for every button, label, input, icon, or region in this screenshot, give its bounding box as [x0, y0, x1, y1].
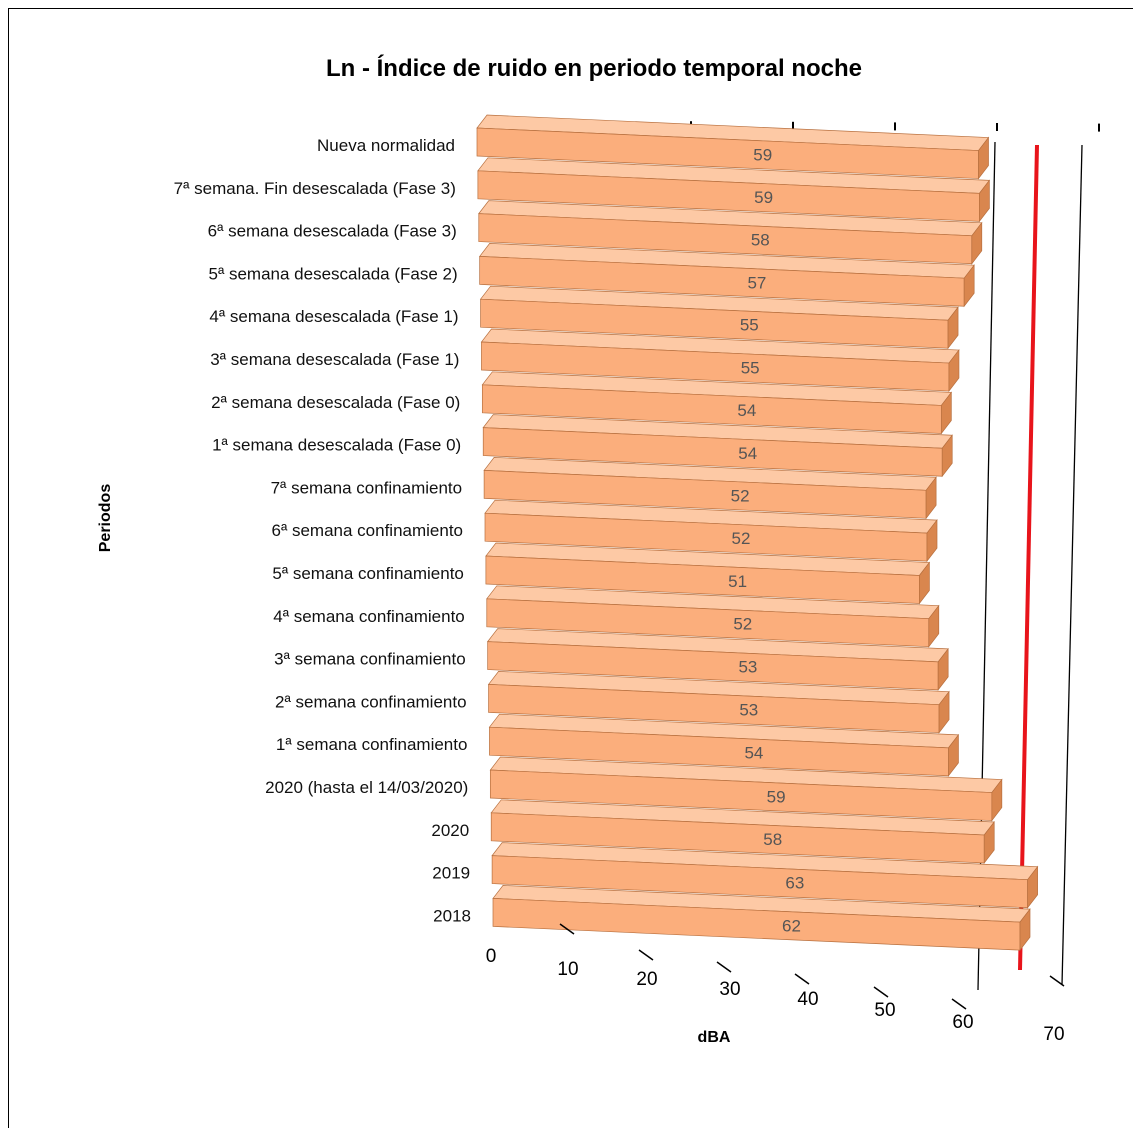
bar-side	[991, 778, 1003, 822]
data-label: 62	[782, 916, 801, 935]
category-label: 2020 (hasta el 14/03/2020)	[265, 778, 468, 797]
x-tick-mark	[873, 986, 889, 998]
x-tick-mark	[716, 961, 732, 973]
gridline-70	[1061, 144, 1083, 986]
bar-side	[938, 690, 950, 734]
bar-side	[937, 647, 949, 691]
category-label: 3ª semana desescalada (Fase 1)	[210, 350, 459, 369]
bar-side	[925, 476, 937, 520]
data-label: 55	[740, 316, 759, 335]
category-label: 4ª semana desescalada (Fase 1)	[209, 307, 458, 326]
data-label: 54	[744, 744, 763, 763]
category-label: 5ª semana confinamiento	[272, 564, 464, 583]
reference-line	[1018, 144, 1039, 971]
x-tick-mark	[638, 949, 654, 961]
category-label: 2018	[433, 906, 471, 925]
category-label: 2ª semana desescalada (Fase 0)	[211, 393, 460, 412]
bar-side	[971, 221, 983, 265]
category-label: 2ª semana confinamiento	[275, 692, 467, 711]
category-label: 2019	[432, 864, 470, 883]
x-tick-label: 50	[874, 1000, 895, 1021]
data-label: 54	[737, 401, 756, 420]
bar-side	[979, 179, 990, 223]
bar-side	[947, 306, 959, 350]
x-tick-mark	[794, 973, 810, 985]
bar-side	[941, 434, 953, 478]
data-label: 57	[747, 273, 766, 292]
data-label: 53	[738, 658, 757, 677]
bar-side	[928, 604, 940, 648]
bar-side	[963, 264, 975, 308]
bar-side	[983, 820, 995, 865]
x-tick-mark	[1049, 975, 1065, 987]
bar-side	[926, 519, 938, 563]
data-label: 59	[754, 188, 773, 207]
category-label: 7ª semana confinamiento	[271, 478, 463, 497]
category-label: 1ª semana desescalada (Fase 0)	[212, 436, 461, 455]
data-label: 63	[785, 874, 804, 893]
category-label: 7ª semana. Fin desescalada (Fase 3)	[174, 179, 456, 198]
data-label: 52	[733, 615, 752, 634]
x-tick-label: 0	[486, 946, 497, 967]
bar-side	[948, 733, 959, 777]
category-label: Nueva normalidad	[317, 136, 455, 155]
category-label: 6ª semana confinamiento	[271, 521, 463, 540]
bar-side	[978, 136, 989, 180]
chart-title: Ln - Índice de ruido en periodo temporal…	[326, 54, 862, 82]
x-tick-label: 60	[952, 1012, 973, 1033]
chart-frame	[8, 8, 1133, 1128]
x-tick-label: 20	[636, 969, 657, 990]
data-label: 52	[732, 529, 751, 548]
category-label: 6ª semana desescalada (Fase 3)	[208, 222, 457, 241]
bar-side	[1027, 865, 1038, 909]
x-tick-label: 40	[797, 989, 818, 1010]
data-label: 51	[728, 572, 747, 591]
bar-side	[940, 391, 952, 435]
x-axis-title: dBA	[698, 1029, 731, 1046]
x-tick-label: 70	[1043, 1024, 1064, 1045]
data-label: 59	[767, 787, 786, 806]
category-label: 2020	[431, 821, 469, 840]
bar-side	[1019, 908, 1031, 952]
x-tick-label: 10	[557, 959, 578, 980]
data-label: 54	[738, 444, 757, 463]
data-label: 52	[731, 486, 750, 505]
data-label: 58	[763, 830, 782, 849]
data-label: 58	[751, 231, 770, 250]
y-axis-title: Periodos	[97, 484, 114, 553]
bar-side	[948, 349, 960, 393]
category-label: 1ª semana confinamiento	[276, 735, 468, 754]
bar-side	[919, 561, 930, 605]
data-label: 55	[741, 359, 760, 378]
category-label: 4ª semana confinamiento	[273, 607, 465, 626]
x-tick-mark	[559, 923, 575, 935]
x-tick-label: 30	[719, 979, 740, 1000]
data-label: 53	[739, 701, 758, 720]
data-label: 59	[753, 145, 772, 164]
category-label: 3ª semana confinamiento	[274, 650, 466, 669]
category-label: 5ª semana desescalada (Fase 2)	[209, 264, 458, 283]
x-tick-mark	[951, 998, 967, 1010]
